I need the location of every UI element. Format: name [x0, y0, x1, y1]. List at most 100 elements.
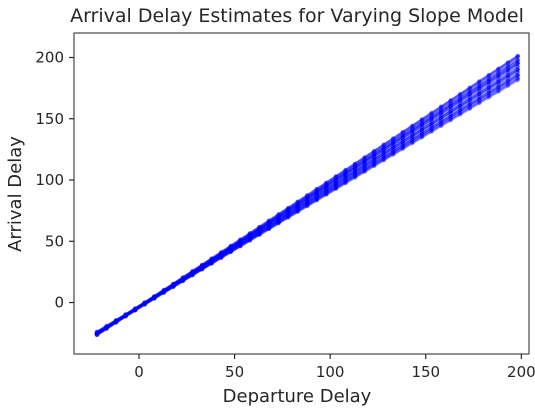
data-point — [486, 79, 492, 85]
data-point — [496, 70, 501, 75]
data-point — [324, 189, 329, 195]
data-point — [199, 265, 205, 271]
data-point — [190, 270, 195, 276]
data-point — [209, 257, 214, 263]
data-point — [190, 270, 195, 276]
data-point — [410, 133, 415, 138]
data-point — [371, 162, 377, 168]
y-tick-label: 200 — [35, 49, 64, 67]
data-point — [132, 306, 138, 311]
data-point — [438, 115, 444, 120]
data-point — [305, 195, 310, 200]
data-point — [180, 278, 186, 283]
data-point — [209, 261, 214, 266]
data-point — [496, 73, 501, 79]
data-point — [496, 66, 501, 71]
data-point — [123, 312, 128, 317]
data-point — [266, 223, 272, 228]
data-point — [171, 283, 176, 288]
data-point — [123, 312, 128, 318]
data-point — [314, 193, 319, 198]
data-point — [477, 82, 482, 88]
data-point — [152, 294, 157, 299]
data-point — [180, 275, 186, 280]
series-14 — [94, 53, 521, 338]
data-point — [448, 114, 453, 119]
data-point — [266, 222, 272, 227]
data-point — [199, 265, 205, 271]
data-point — [343, 178, 348, 184]
data-point — [152, 294, 157, 299]
data-point — [314, 197, 319, 202]
data-point — [228, 243, 233, 249]
data-point — [104, 326, 109, 331]
data-point — [410, 124, 415, 129]
data-point — [180, 277, 186, 282]
data-point — [314, 189, 319, 194]
data-point — [142, 301, 147, 306]
data-point — [486, 72, 492, 78]
data-point — [228, 245, 233, 250]
data-point — [515, 57, 520, 63]
data-point — [343, 168, 348, 173]
data-point — [448, 101, 453, 106]
data-point — [324, 188, 329, 194]
data-point — [371, 152, 377, 157]
data-point — [171, 282, 176, 287]
data-point — [448, 109, 453, 114]
data-point — [486, 90, 492, 96]
data-point — [219, 249, 224, 255]
series-line — [96, 70, 521, 335]
data-point — [467, 85, 472, 90]
data-point — [209, 258, 214, 264]
data-point — [180, 277, 186, 283]
data-point — [132, 307, 138, 312]
data-point — [438, 123, 444, 129]
data-point — [113, 319, 119, 324]
data-point — [438, 107, 444, 113]
data-point — [371, 149, 377, 154]
x-tick-label: 100 — [316, 363, 345, 381]
data-point — [295, 204, 300, 209]
data-point — [333, 176, 339, 182]
y-tick-label: 100 — [35, 171, 64, 189]
data-point — [505, 63, 511, 69]
data-point — [505, 67, 511, 72]
data-point — [257, 224, 262, 230]
data-point — [238, 237, 243, 243]
data-point — [391, 145, 396, 150]
data-point — [161, 287, 167, 293]
data-point — [381, 149, 386, 154]
data-point — [209, 256, 214, 261]
data-point — [247, 234, 253, 240]
data-point — [161, 290, 167, 295]
data-point — [371, 155, 377, 160]
data-point — [477, 96, 482, 102]
data-point — [132, 307, 138, 312]
data-point — [190, 272, 195, 278]
data-point — [152, 295, 157, 301]
data-point — [362, 158, 367, 163]
data-point — [457, 103, 463, 108]
data-point — [199, 266, 205, 272]
data-point — [324, 192, 329, 197]
y-tick-label: 150 — [35, 110, 64, 128]
y-tick-label: 0 — [54, 294, 64, 312]
data-point — [228, 249, 233, 255]
data-point — [152, 295, 157, 300]
data-point — [410, 123, 415, 128]
data-point — [257, 226, 262, 232]
data-point — [343, 180, 348, 185]
data-point — [467, 99, 472, 105]
data-point — [238, 242, 243, 247]
data-point — [438, 110, 444, 115]
data-point — [132, 307, 138, 313]
data-point — [457, 103, 463, 108]
data-point — [295, 206, 300, 211]
data-point — [429, 110, 434, 116]
data-point — [295, 208, 300, 213]
data-point — [400, 134, 406, 140]
data-point — [391, 139, 396, 145]
data-point — [486, 87, 492, 93]
data-point — [429, 128, 434, 133]
